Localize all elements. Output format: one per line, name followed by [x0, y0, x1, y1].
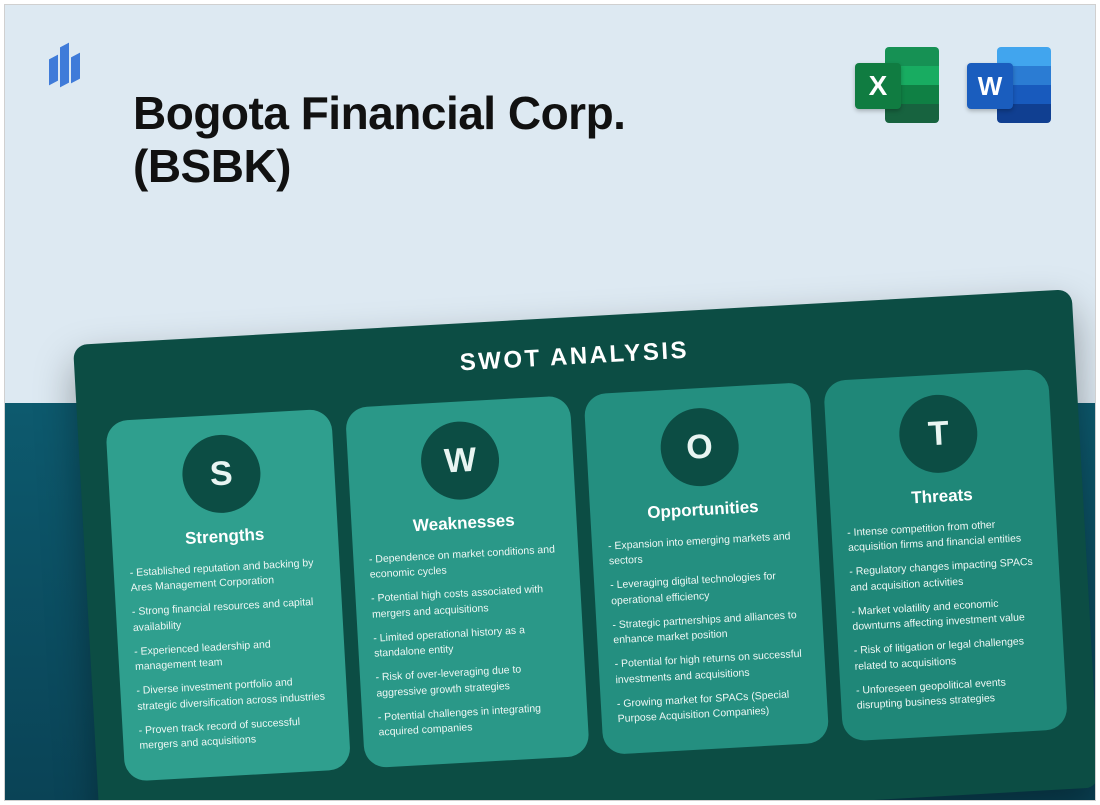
swot-item: - Potential high costs associated with m… — [371, 581, 566, 622]
swot-column-threats: T Threats- Intense competition from other… — [823, 369, 1068, 742]
swot-letter-w: W — [419, 419, 501, 501]
swot-item: - Established reputation and backing by … — [129, 555, 324, 596]
swot-letter-t: T — [897, 393, 979, 475]
swot-item: - Unforeseen geopolitical events disrupt… — [856, 673, 1051, 714]
swot-letter-s: S — [180, 433, 262, 515]
swot-column-strengths: S Strengths- Established reputation and b… — [105, 409, 350, 782]
swot-item: - Potential challenges in integrating ac… — [377, 700, 572, 741]
swot-letter-o: O — [658, 406, 740, 488]
swot-items: - Expansion into emerging markets and se… — [608, 529, 812, 728]
swot-item: - Potential for high returns on successf… — [614, 647, 809, 688]
swot-item: - Risk of over-leveraging due to aggress… — [375, 660, 570, 701]
swot-heading: Weaknesses — [367, 508, 561, 539]
swot-item: - Risk of litigation or legal challenges… — [853, 633, 1048, 674]
swot-item: - Strong financial resources and capital… — [132, 595, 327, 636]
swot-heading: Threats — [845, 481, 1039, 512]
excel-badge-letter: X — [855, 63, 901, 109]
swot-item: - Intense competition from other acquisi… — [847, 515, 1042, 556]
swot-heading: Opportunities — [606, 495, 800, 526]
swot-column-opportunities: O Opportunities- Expansion into emerging … — [584, 382, 829, 755]
swot-heading: Strengths — [128, 521, 322, 552]
title-line-1: Bogota Financial Corp. — [133, 87, 625, 139]
export-icons: X W — [855, 45, 1051, 129]
swot-item: - Limited operational history as a stand… — [373, 621, 568, 662]
page-frame: Bogota Financial Corp. (BSBK) X W SWOT A… — [4, 4, 1096, 801]
swot-column-weaknesses: W Weaknesses- Dependence on market condit… — [344, 395, 589, 768]
swot-item: - Diverse investment portfolio and strat… — [136, 674, 331, 715]
swot-item: - Leveraging digital technologies for op… — [610, 568, 805, 609]
brand-bars-icon — [47, 37, 87, 92]
swot-card-wrap: SWOT ANALYSIS SStrengths- Established re… — [73, 289, 1096, 801]
swot-columns: S Strengths- Established reputation and b… — [105, 369, 1068, 782]
swot-item: - Strategic partnerships and alliances t… — [612, 607, 807, 648]
swot-item: - Proven track record of successful merg… — [138, 713, 333, 754]
swot-items: - Established reputation and backing by … — [129, 555, 333, 754]
swot-card: SWOT ANALYSIS SStrengths- Established re… — [73, 289, 1096, 801]
swot-item: - Growing market for SPACs (Special Purp… — [616, 686, 811, 727]
excel-icon[interactable]: X — [855, 45, 939, 129]
swot-items: - Intense competition from other acquisi… — [847, 515, 1051, 714]
swot-item: - Market volatility and economic downtur… — [851, 594, 1046, 635]
word-badge-letter: W — [967, 63, 1013, 109]
swot-items: - Dependence on market conditions and ec… — [369, 542, 573, 741]
swot-item: - Expansion into emerging markets and se… — [608, 529, 803, 570]
page-title: Bogota Financial Corp. (BSBK) — [133, 87, 625, 193]
swot-item: - Dependence on market conditions and ec… — [369, 542, 564, 583]
swot-item: - Regulatory changes impacting SPACs and… — [849, 555, 1044, 596]
swot-item: - Experienced leadership and management … — [134, 634, 329, 675]
word-icon[interactable]: W — [967, 45, 1051, 129]
title-line-2: (BSBK) — [133, 140, 291, 192]
